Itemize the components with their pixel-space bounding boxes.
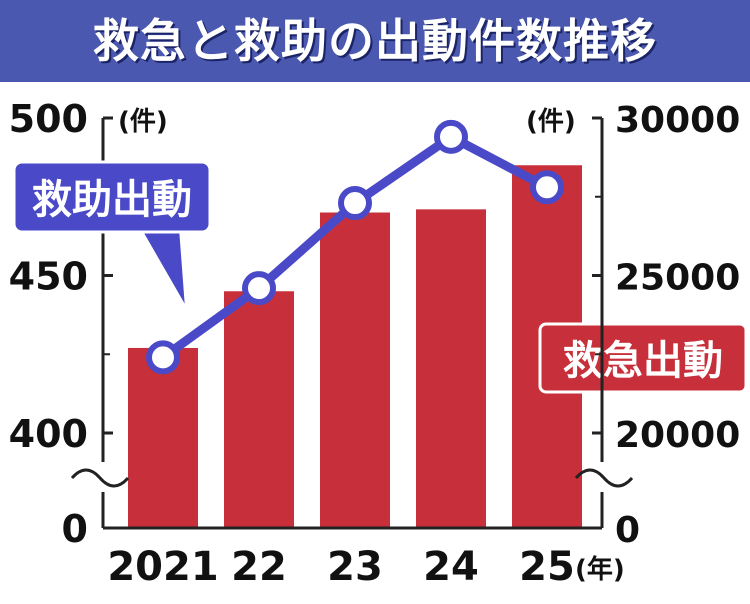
- bar-series: 救急出動: [128, 165, 748, 528]
- rescue-point-24: [434, 119, 468, 154]
- bar-22: [224, 291, 294, 528]
- rescue-point-22: [242, 271, 276, 306]
- left-tick-label: 0: [62, 507, 88, 551]
- bar-2021: [128, 347, 198, 528]
- rescue-point-23: [338, 186, 372, 221]
- rescue-callout-box: [12, 160, 212, 234]
- right-tick-label: 0: [615, 510, 640, 551]
- rescue-callout-pointer: [138, 227, 187, 309]
- left-axis-unit: (件): [118, 107, 168, 137]
- left-tick-label: 400: [9, 412, 88, 456]
- x-tick-label-23: 23: [327, 544, 383, 590]
- x-tick-label-25: 25: [519, 544, 575, 590]
- x-tick-label-24: 24: [423, 544, 479, 590]
- left-tick-label: 450: [9, 255, 88, 299]
- line-series: 救助出動: [12, 119, 564, 375]
- right-axis-unit: (件): [526, 107, 576, 137]
- x-axis-unit: (年): [575, 554, 625, 585]
- emergency-callout-box: [538, 322, 748, 394]
- chart-title: 救急と救助の出動件数推移: [93, 14, 657, 68]
- rescue-legend-label: 救助出動: [32, 177, 192, 223]
- title-bar: 救急と救助の出動件数推移: [0, 0, 750, 82]
- left-axis-break: [70, 468, 130, 488]
- x-tick-label-22: 22: [231, 544, 287, 590]
- chart-area: 救急出動 救助出動 500 30000 450 25000 400 20000 0 0 (件) (…: [0, 82, 750, 600]
- right-tick-label: 20000: [615, 415, 740, 456]
- right-tick-label: 30000: [615, 100, 740, 141]
- right-axis-break: [574, 468, 634, 488]
- bar-23: [320, 212, 390, 528]
- right-tick-label: 25000: [615, 258, 740, 299]
- rescue-point-25: [530, 170, 564, 205]
- chart-svg: 救急出動 救助出動 500 30000 450 25000 400 20000 0 0 (件) (…: [9, 97, 748, 590]
- bar-24: [416, 209, 486, 528]
- emergency-legend-label: 救急出動: [563, 338, 723, 384]
- x-tick-label-2021: 2021: [107, 544, 218, 590]
- rescue-point-2021: [146, 340, 180, 375]
- left-tick-label: 500: [9, 97, 88, 141]
- labels: 500 30000 450 25000 400 20000 0 0 (件) (件) 2021 22 23…: [9, 97, 741, 590]
